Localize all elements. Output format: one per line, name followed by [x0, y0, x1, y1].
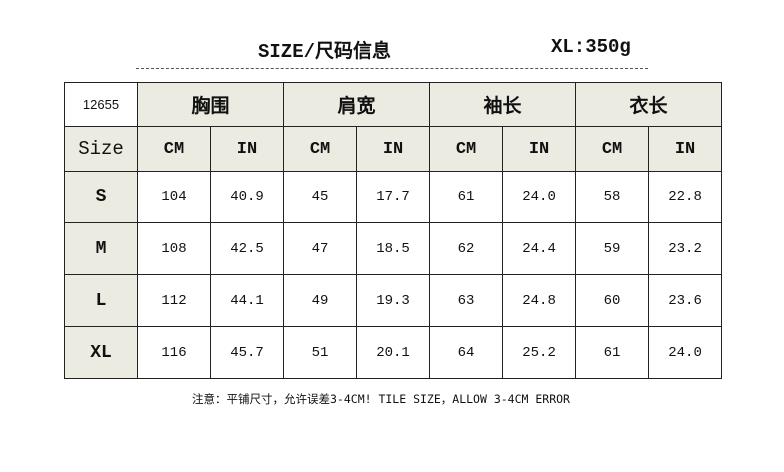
- table-row: S 104 40.9 45 17.7 61 24.0 58 22.8: [64, 171, 723, 223]
- value-cell: 63: [429, 274, 504, 327]
- value-cell: 24.8: [502, 274, 577, 327]
- value-cell: 23.2: [648, 222, 723, 275]
- page-title: SIZE/尺码信息: [258, 41, 392, 63]
- unit-header: IN: [356, 126, 431, 172]
- value-cell: 62: [429, 222, 504, 275]
- weight-label: XL:350g: [551, 36, 631, 58]
- value-cell: 23.6: [648, 274, 723, 327]
- unit-header: CM: [429, 126, 504, 172]
- value-cell: 59: [575, 222, 650, 275]
- value-cell: 116: [137, 326, 211, 379]
- value-cell: 104: [137, 171, 211, 223]
- group-header-chest: 胸围: [136, 82, 285, 127]
- value-cell: 25.2: [502, 326, 577, 379]
- value-cell: 108: [137, 222, 211, 275]
- product-code: 12655: [64, 82, 138, 127]
- value-cell: 42.5: [209, 222, 285, 275]
- value-cell: 45: [283, 171, 358, 223]
- value-cell: 20.1: [356, 326, 431, 379]
- value-cell: 61: [575, 326, 650, 379]
- value-cell: 44.1: [209, 274, 285, 327]
- size-cell: XL: [64, 326, 138, 379]
- unit-header: IN: [648, 126, 723, 172]
- value-cell: 24.0: [648, 326, 723, 379]
- value-cell: 24.4: [502, 222, 577, 275]
- value-cell: 61: [429, 171, 504, 223]
- value-cell: 47: [283, 222, 358, 275]
- unit-header: CM: [575, 126, 650, 172]
- table-row: XL 116 45.7 51 20.1 64 25.2 61 24.0: [64, 326, 723, 379]
- unit-header: CM: [137, 126, 211, 172]
- unit-header: IN: [209, 126, 285, 172]
- value-cell: 19.3: [356, 274, 431, 327]
- unit-header: CM: [283, 126, 358, 172]
- dashed-divider: [136, 68, 648, 69]
- size-header: Size: [64, 126, 138, 172]
- table-row: L 112 44.1 49 19.3 63 24.8 60 23.6: [64, 274, 723, 327]
- unit-header: IN: [502, 126, 577, 172]
- value-cell: 24.0: [502, 171, 577, 223]
- size-cell: L: [64, 274, 138, 327]
- value-cell: 45.7: [209, 326, 285, 379]
- size-table: 12655 胸围 肩宽 袖长 衣长 Size CM IN CM IN CM IN CM IN …: [64, 82, 723, 379]
- value-cell: 64: [429, 326, 504, 379]
- value-cell: 51: [283, 326, 358, 379]
- value-cell: 22.8: [648, 171, 723, 223]
- group-header-shoulder: 肩宽: [283, 82, 431, 127]
- group-header-sleeve: 袖长: [429, 82, 577, 127]
- value-cell: 112: [137, 274, 211, 327]
- value-cell: 40.9: [209, 171, 285, 223]
- value-cell: 17.7: [356, 171, 431, 223]
- size-cell: S: [64, 171, 138, 223]
- footnote: 注意：平铺尺寸，允许误差3-4CM! TILE SIZE，ALLOW 3-4CM…: [192, 392, 570, 406]
- value-cell: 49: [283, 274, 358, 327]
- group-header-length: 衣长: [575, 82, 723, 127]
- table-row: M 108 42.5 47 18.5 62 24.4 59 23.2: [64, 222, 723, 275]
- value-cell: 58: [575, 171, 650, 223]
- value-cell: 18.5: [356, 222, 431, 275]
- size-cell: M: [64, 222, 138, 275]
- value-cell: 60: [575, 274, 650, 327]
